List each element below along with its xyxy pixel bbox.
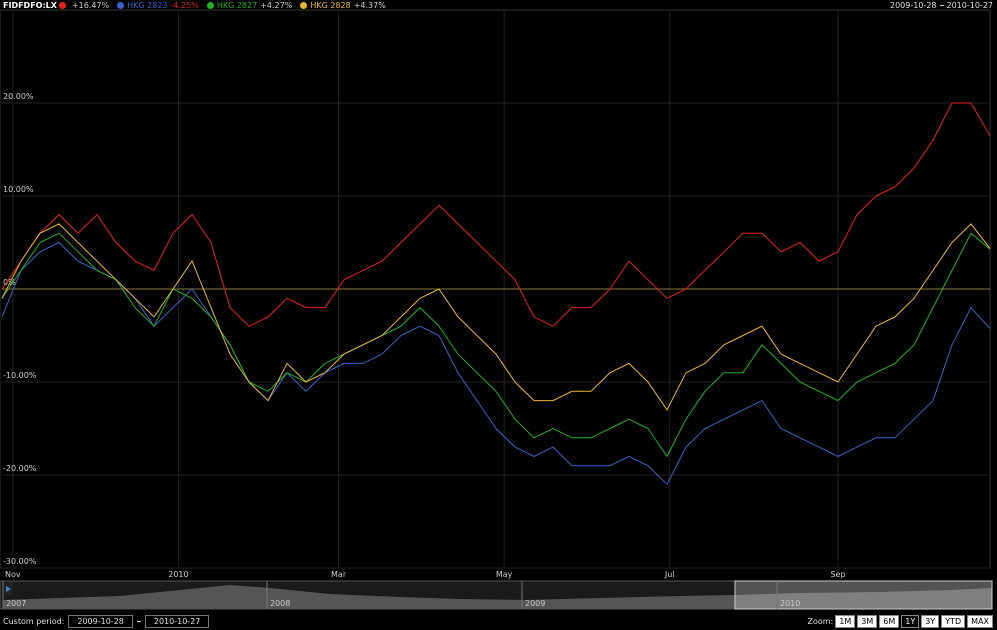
dash: [136, 620, 141, 622]
y-tick-label: -10.00%: [3, 371, 37, 380]
x-tick-label: Sep: [830, 570, 845, 579]
zoom: Zoom: 1M 3M 6M 1Y 3Y YTD MAX: [807, 614, 993, 628]
series-line: [1, 232, 991, 458]
dash: [939, 5, 944, 6]
x-tick-label: Nov: [5, 570, 21, 579]
zoom-button[interactable]: 1Y: [901, 614, 920, 628]
series-line: [1, 241, 991, 486]
end-input[interactable]: 2010-10-27: [144, 614, 210, 628]
legend-change: -4.25%: [170, 1, 199, 10]
series-line: [1, 223, 991, 411]
custom-period-label: Custom period:: [3, 616, 65, 626]
range-end: 2010-10-27: [946, 1, 994, 10]
legend-change: +4.37%: [353, 1, 386, 10]
legend-change: +16.47%: [71, 1, 110, 10]
chart: Nov 2010 Mar May Jul Sep -30.00% -20.00% -10.00%…: [0, 9, 993, 610]
zoom-button[interactable]: 3M: [857, 614, 878, 628]
navigator-area: [3, 585, 992, 609]
navigator-selection[interactable]: [734, 580, 993, 610]
y-tick-label: -20.00%: [3, 464, 37, 473]
zoom-label: Zoom:: [807, 616, 834, 626]
legend-name: FIDFDFO:LX: [3, 1, 57, 10]
x-tick-label: Jul: [664, 570, 675, 579]
legend-item: HKG 2823 -4.25%: [115, 1, 199, 10]
y-tick-label: -30.00%: [3, 557, 37, 566]
series-line: [1, 102, 991, 327]
zoom-button[interactable]: MAX: [967, 614, 993, 628]
play-icon: [6, 586, 11, 592]
navigator-label: 2008: [270, 599, 290, 608]
legend-marker: [58, 2, 66, 9]
zoom-button[interactable]: 1M: [835, 614, 856, 628]
legend-marker: [300, 2, 308, 9]
x-tick-label: 2010: [168, 570, 188, 579]
legend-change: +4.27%: [260, 1, 293, 10]
y-tick-label: 10.00%: [3, 185, 34, 194]
legend: FIDFDFO:LX +16.47% HKG 2823 -4.25% HKG 2827 +…: [3, 1, 386, 10]
navigator-label: 2010: [780, 599, 800, 608]
range-start: 2009-10-28: [890, 1, 937, 10]
zoom-button[interactable]: 6M: [879, 614, 900, 628]
controls: Custom period: 2009-10-28 2010-10-27 Zoom…: [0, 612, 997, 630]
date-range: 2009-10-28 2010-10-27: [890, 1, 993, 10]
legend-name: HKG 2823: [127, 1, 168, 10]
legend-name: HKG 2827: [216, 1, 258, 10]
x-tick-label: Mar: [331, 570, 347, 579]
legend-item: FIDFDFO:LX +16.47%: [3, 1, 109, 10]
navigator-label: 2007: [6, 599, 26, 608]
start-input[interactable]: 2009-10-28: [68, 614, 133, 628]
legend-item: HKG 2828 +4.37%: [298, 1, 386, 10]
x-tick-label: May: [496, 570, 513, 579]
legend-name: HKG 2828: [310, 1, 351, 10]
zoom-button[interactable]: 3Y: [921, 614, 940, 628]
legend-marker: [117, 2, 125, 9]
legend-item: HKG 2827 +4.27%: [205, 1, 293, 10]
legend-marker: [206, 2, 214, 9]
zoom-button[interactable]: YTD: [941, 614, 966, 628]
y-tick-label: 20.00%: [3, 92, 34, 101]
navigator-label: 2009: [525, 599, 545, 608]
